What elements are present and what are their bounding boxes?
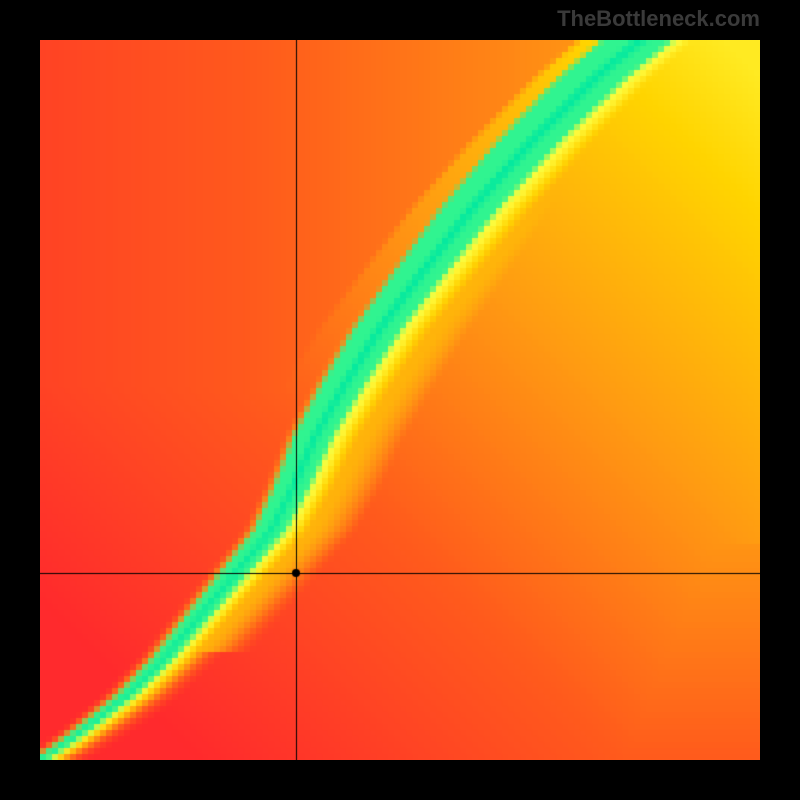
- chart-container: TheBottleneck.com: [0, 0, 800, 800]
- heatmap-canvas: [40, 40, 760, 760]
- watermark-text: TheBottleneck.com: [557, 6, 760, 32]
